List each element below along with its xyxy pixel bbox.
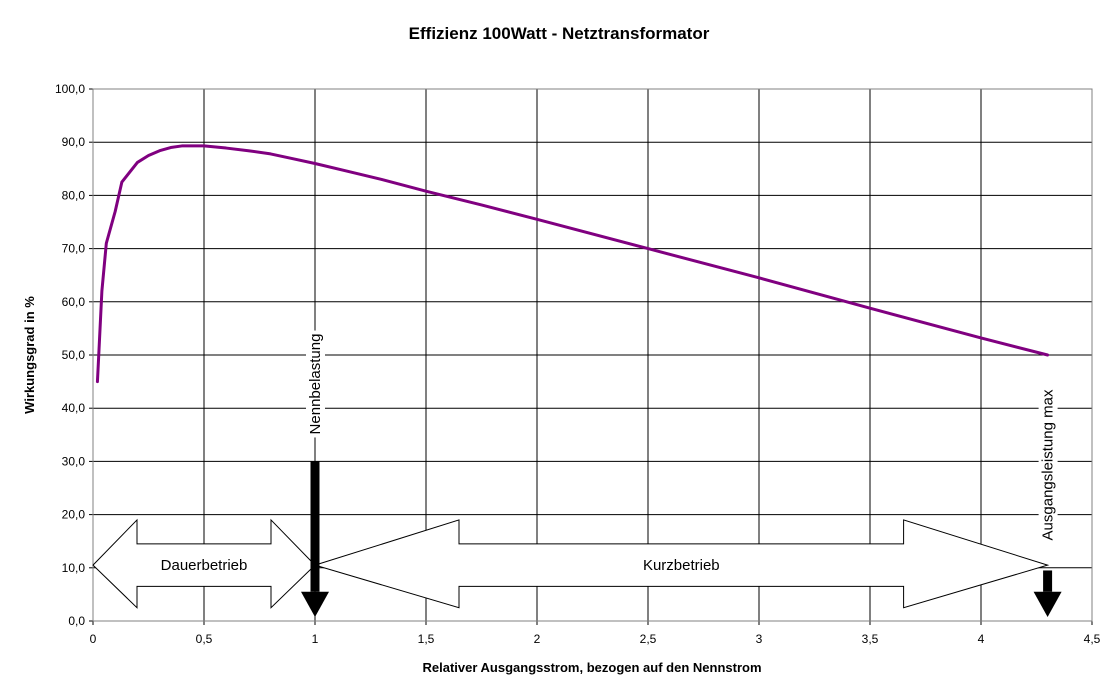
x-tick-label: 4: [978, 632, 985, 646]
y-tick-label: 80,0: [62, 188, 86, 202]
x-tick-label: 3,5: [862, 632, 879, 646]
x-tick-label: 2: [534, 632, 541, 646]
grid: [93, 88, 1092, 621]
vertical-arrow-shaft: [1043, 570, 1053, 592]
x-tick-label: 4,5: [1084, 632, 1101, 646]
plot-area-border: [92, 88, 1093, 622]
x-tick-label: 1: [312, 632, 319, 646]
x-axis: 0 0,5 1 1,5 2 2,5 3 3,5 4 4,5: [90, 620, 1101, 646]
vertical-arrow-shaft: [310, 461, 320, 592]
x-tick-label: 2,5: [640, 632, 657, 646]
x-tick-label: 0,5: [196, 632, 213, 646]
y-tick-label: 40,0: [62, 401, 86, 415]
y-tick-label: 50,0: [62, 348, 86, 362]
y-axis-label: Wirkungsgrad in %: [22, 296, 37, 414]
y-axis: 0,0 10,0 20,0 30,0 40,0 50,0 60,0 70,0 80,0 90,0 1…: [55, 82, 94, 628]
vertical-arrow-label-bg: [306, 330, 325, 438]
vertical-arrow-head: [301, 591, 329, 617]
x-axis-label: Relativer Ausgangsstrom, bezogen auf den…: [422, 660, 761, 675]
vertical-arrow-label: Ausgangsleistung max: [1040, 389, 1057, 540]
y-tick-label: 90,0: [62, 135, 86, 149]
x-tick-label: 0: [90, 632, 97, 646]
x-tick-label: 1,5: [418, 632, 435, 646]
vertical-arrow-label: Nennbelastung: [307, 334, 324, 435]
y-tick-label: 70,0: [62, 242, 86, 256]
x-tick-label: 3: [756, 632, 763, 646]
y-tick-label: 60,0: [62, 295, 86, 309]
y-tick-label: 20,0: [62, 508, 86, 522]
vertical-arrow-label-bg: [1038, 386, 1058, 544]
vertical-arrow-head: [1033, 591, 1062, 617]
y-tick-label: 30,0: [62, 454, 86, 468]
y-tick-label: 100,0: [55, 82, 85, 96]
series-layer: [95, 144, 1050, 384]
double-arrow-label: Dauerbetrieb: [161, 557, 248, 574]
double-arrow-label: Kurzbetrieb: [643, 557, 720, 574]
chart-title: Effizienz 100Watt - Netztransformator: [409, 24, 710, 43]
double-arrow-shape: [313, 519, 1050, 609]
efficiency-line: [95, 144, 1050, 384]
annotation-layer: Dauerbetrieb Kurzbetrieb Nennbelastung Ausg…: [92, 330, 1062, 617]
y-tick-label: 0,0: [68, 614, 85, 628]
y-tick-label: 10,0: [62, 561, 86, 575]
